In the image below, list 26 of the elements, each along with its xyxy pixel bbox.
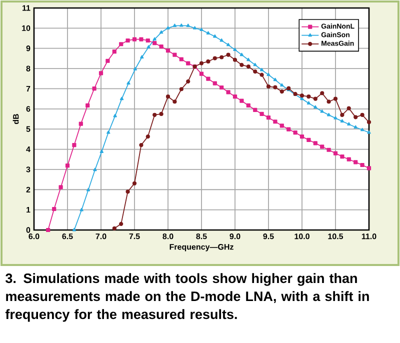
y-tick-label: 4 — [26, 146, 30, 152]
y-tick-label: 2 — [26, 186, 30, 192]
x-tick-label: 11.0 — [362, 234, 376, 240]
x-tick-label: 6.5 — [62, 234, 73, 240]
y-tick-label: 8 — [26, 66, 30, 72]
x-tick-label: 8.5 — [196, 234, 207, 240]
x-tick-label: 10.5 — [328, 234, 344, 240]
y-axis-title: dB — [12, 114, 19, 124]
x-tick-label: 8.0 — [162, 234, 174, 240]
y-tick-label: 10 — [22, 25, 30, 32]
x-tick-label: 9.5 — [263, 234, 274, 240]
y-tick-label: 0 — [26, 227, 30, 233]
x-tick-label: 6.0 — [28, 234, 40, 240]
x-tick-label: 7.0 — [96, 234, 106, 240]
y-tick-label: 5 — [26, 126, 30, 132]
y-tick-label: 3 — [26, 166, 30, 172]
y-tick-label: 1 — [26, 207, 30, 213]
text: 3. Simulations made with tools show higher gain than measurements made on the D-mode LNA, with a shift in frequency for the measured results. — [5, 273, 369, 322]
x-tick-label: 9.0 — [230, 234, 240, 240]
x-axis-title: Frequency—GHz — [170, 244, 234, 252]
y-tick-label: 6 — [26, 106, 30, 112]
y-tick-label: 9 — [26, 46, 30, 52]
x-tick-label: 7.5 — [129, 234, 140, 240]
y-tick-label: 7 — [26, 86, 30, 92]
x-tick-label: 10.0 — [294, 234, 310, 240]
y-tick-label: 11 — [22, 5, 30, 11]
